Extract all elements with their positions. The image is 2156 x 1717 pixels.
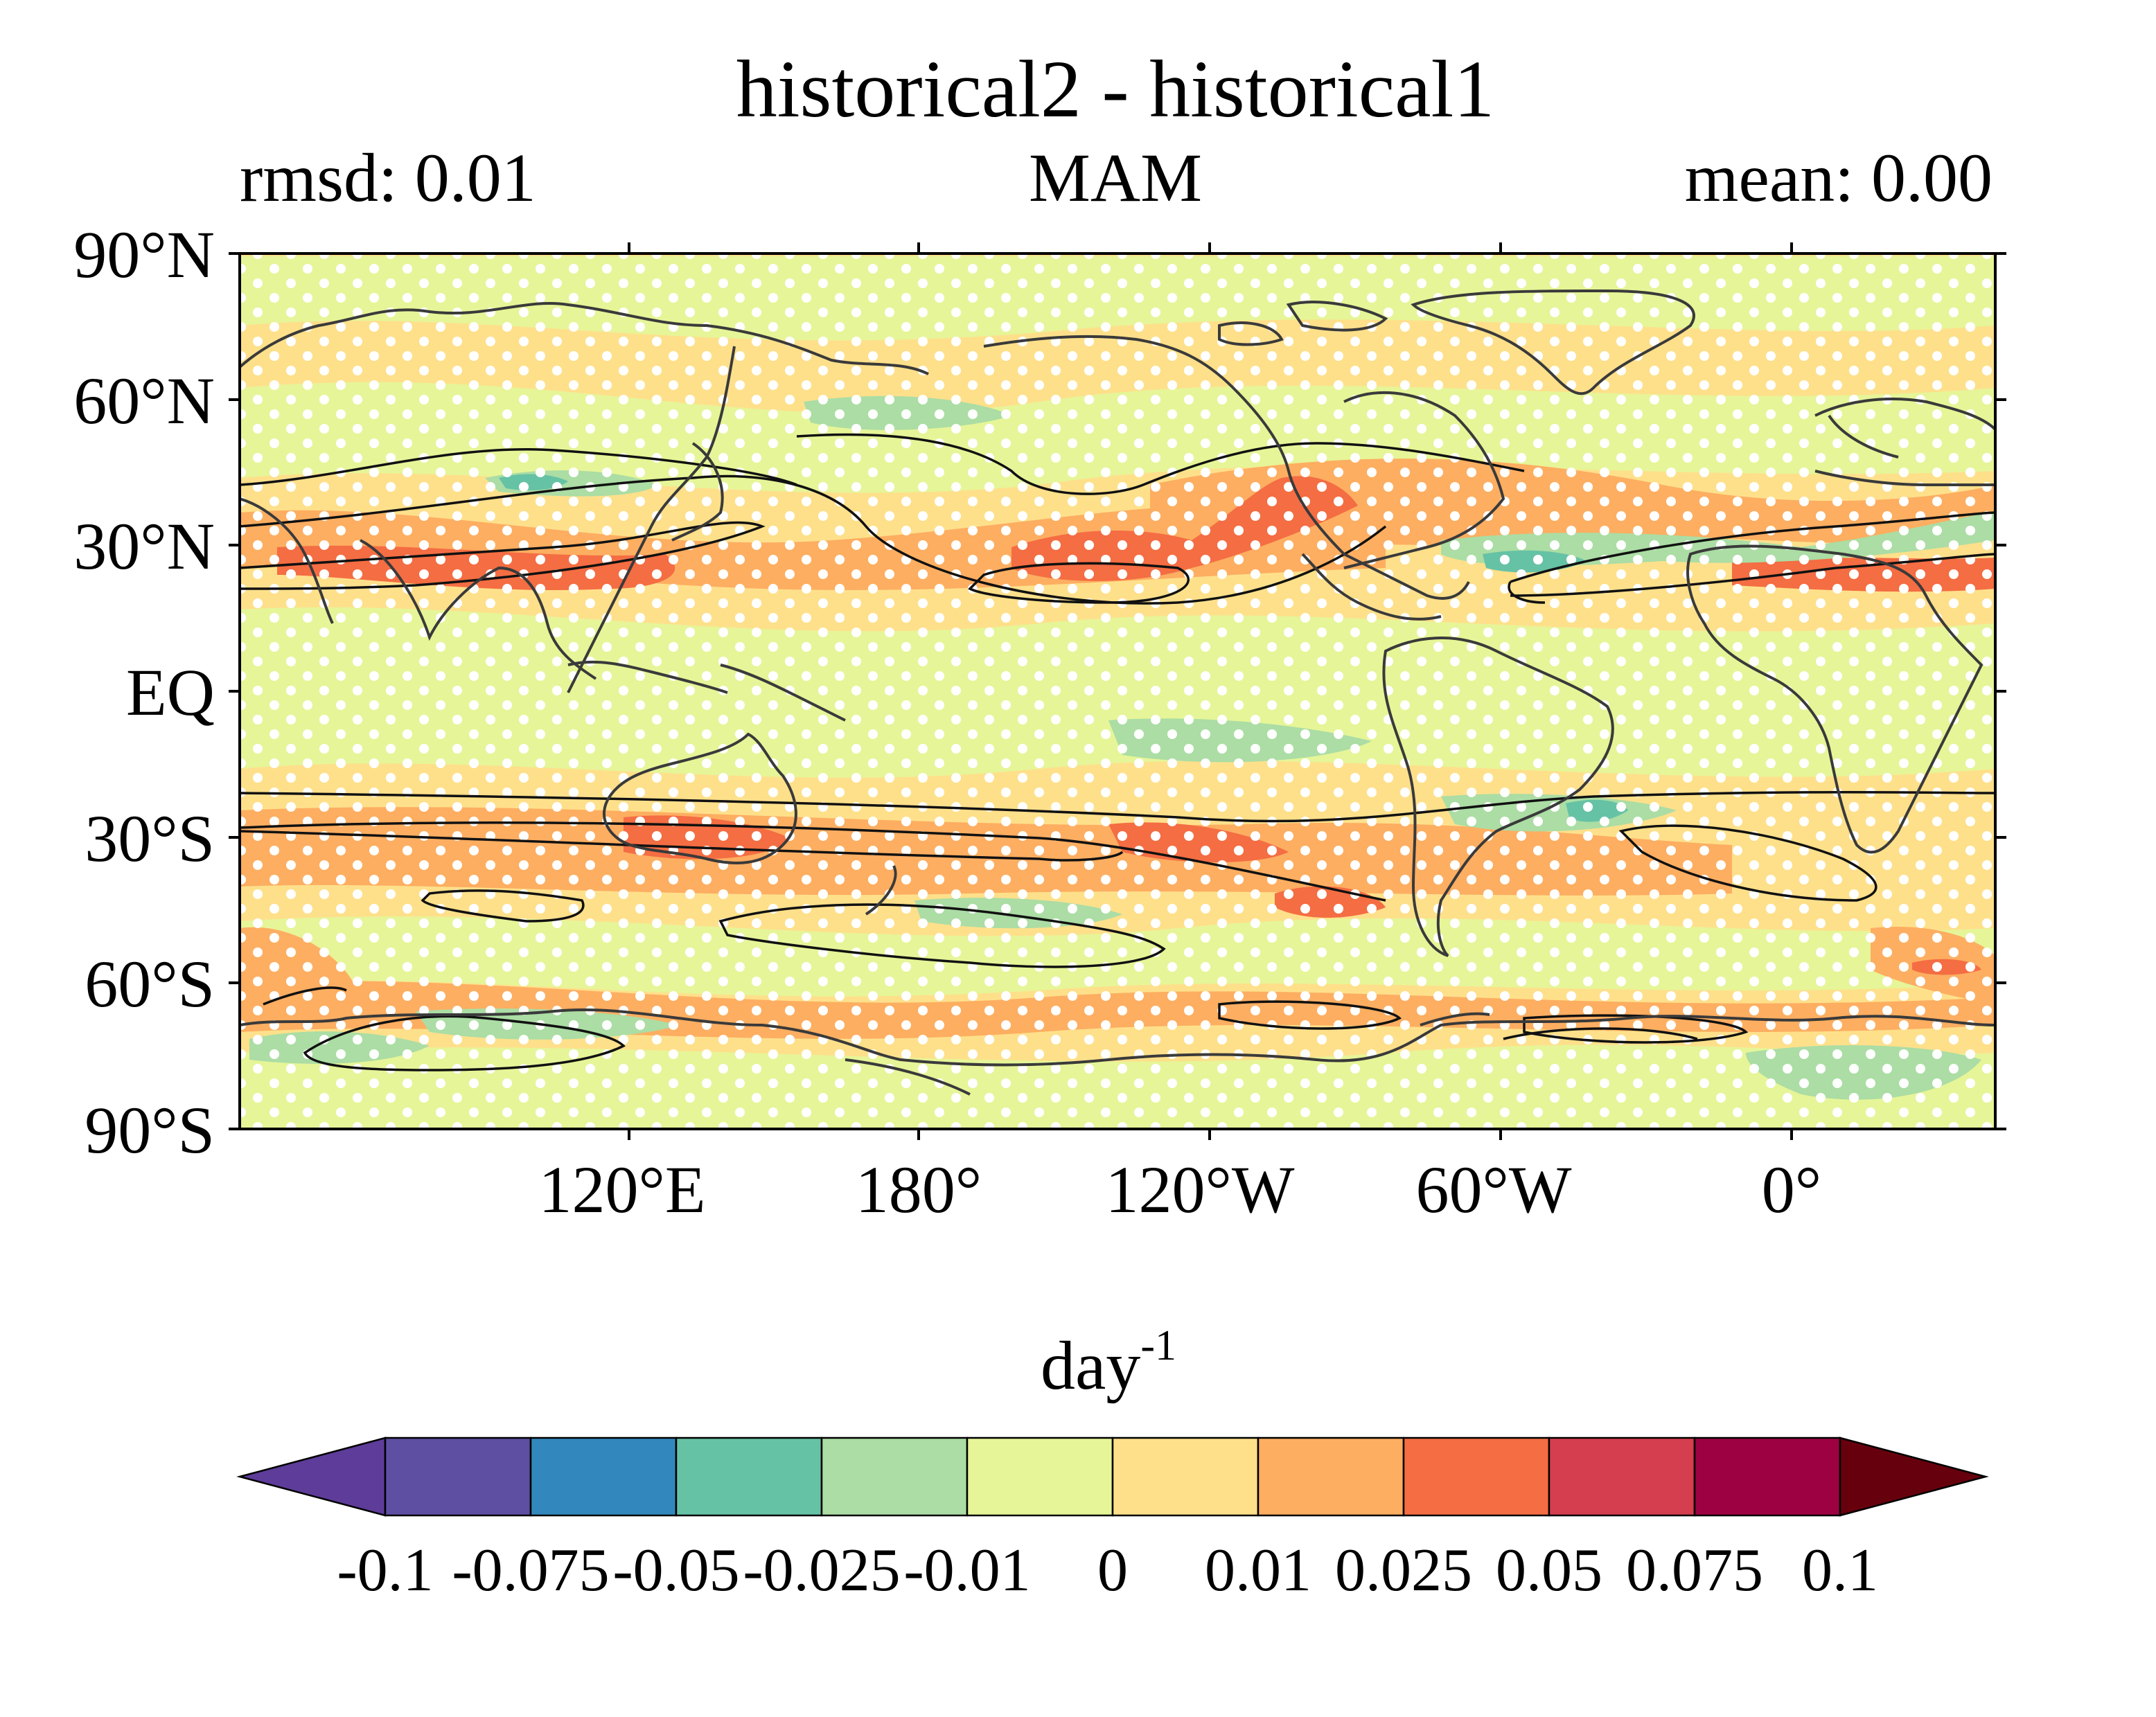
significance-stipple	[240, 253, 1995, 1129]
colorbar-bin-1	[384, 1436, 532, 1517]
colorbar-bin-5	[966, 1436, 1114, 1517]
x-tick-120w: 120°W	[1106, 1153, 1295, 1227]
y-tick-60n: 60°N	[73, 364, 215, 438]
colorbar-tick-6: 0	[1097, 1537, 1128, 1604]
colorbar-tick-11: 0.1	[1802, 1537, 1878, 1604]
axis-ticks	[229, 242, 2006, 1140]
x-tick-60w: 60°W	[1416, 1153, 1572, 1227]
colorbar-unit: day-1	[1041, 1322, 1176, 1404]
y-tick-90s: 90°S	[85, 1093, 215, 1167]
y-tick-30s: 30°S	[85, 801, 215, 875]
colorbar-tick-7: 0.01	[1205, 1537, 1311, 1604]
coastlines	[240, 289, 1995, 1096]
y-tick-eq: EQ	[126, 655, 215, 729]
colorbar-tick-8: 0.025	[1335, 1537, 1472, 1604]
x-tick-180: 180°	[856, 1153, 982, 1227]
colorbar-extend-high	[1839, 1436, 1989, 1517]
colorbar-tick-5: -0.01	[903, 1537, 1030, 1604]
x-tick-120e: 120°E	[538, 1153, 705, 1227]
climatology-contours	[240, 433, 1995, 1071]
figure-title: historical2 - historical1	[736, 44, 1495, 134]
x-tick-labels: 120°E 180° 120°W 60°W 0°	[538, 1153, 1821, 1227]
colorbar-extend-low	[236, 1436, 387, 1517]
colorbar-bin-3	[675, 1436, 823, 1517]
colorbar-bin-10	[1693, 1436, 1841, 1517]
colorbar-tick-2: -0.075	[452, 1537, 609, 1604]
colorbar-tick-9: 0.05	[1496, 1537, 1602, 1604]
colorbar-bin-9	[1548, 1436, 1696, 1517]
colorbar-bin-2	[529, 1436, 678, 1517]
colorbar	[236, 1436, 1989, 1517]
map-panel	[240, 253, 1995, 1129]
colorbar-unit-exponent: -1	[1140, 1322, 1176, 1369]
colorbar-tick-10: 0.075	[1626, 1537, 1763, 1604]
y-tick-60s: 60°S	[85, 947, 215, 1021]
rmsd-label: rmsd: 0.01	[240, 139, 536, 216]
colorbar-tick-1: -0.1	[337, 1537, 433, 1604]
colorbar-bin-8	[1402, 1436, 1550, 1517]
colorbar-tick-labels: -0.1 -0.075 -0.05 -0.025 -0.01 0 0.01 0.…	[337, 1537, 1878, 1604]
y-tick-labels: 90°N 60°N 30°N EQ 30°S 60°S 90°S	[73, 217, 215, 1167]
y-tick-30n: 30°N	[73, 509, 215, 583]
x-tick-0: 0°	[1762, 1153, 1821, 1227]
colorbar-bin-4	[820, 1436, 969, 1517]
season-label: MAM	[1029, 139, 1202, 216]
colorbar-tick-4: -0.025	[743, 1537, 900, 1604]
colorbar-bin-7	[1257, 1436, 1405, 1517]
y-tick-90n: 90°N	[73, 217, 215, 292]
colorbar-bin-6	[1111, 1436, 1260, 1517]
mean-label: mean: 0.00	[1685, 139, 1992, 216]
colorbar-tick-3: -0.05	[612, 1537, 739, 1604]
colorbar-unit-base: day	[1041, 1327, 1140, 1404]
